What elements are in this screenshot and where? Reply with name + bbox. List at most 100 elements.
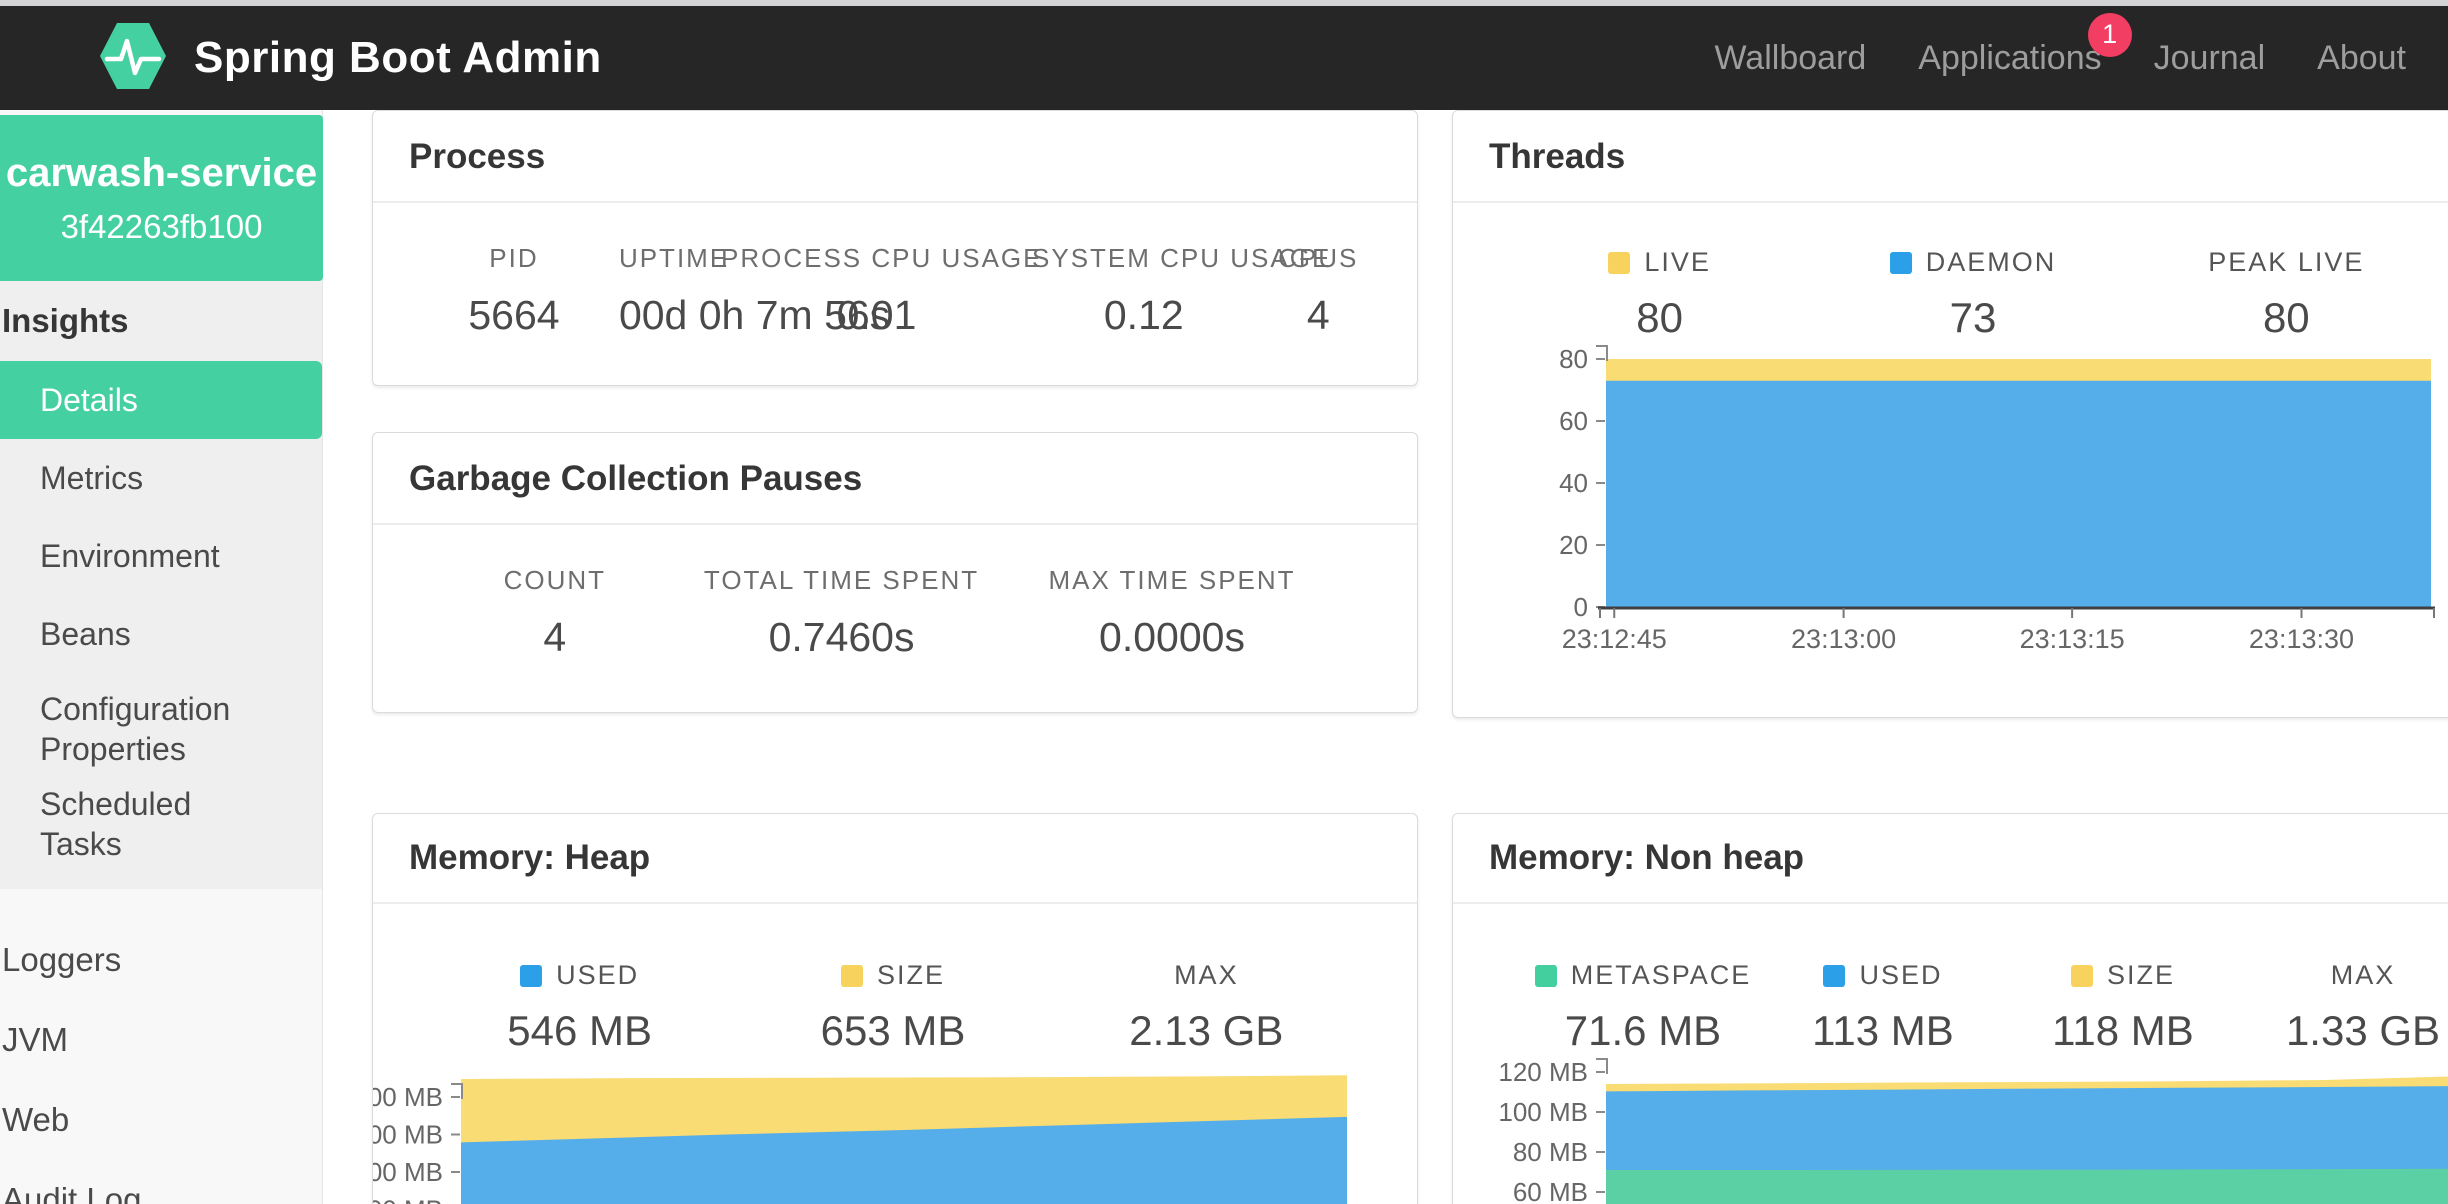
stat-value: 4	[543, 614, 567, 660]
panel-nonheap-title: Memory: Non heap	[1489, 838, 1805, 877]
sidebar-item-environment[interactable]: Environment	[40, 538, 220, 574]
divider	[373, 201, 1417, 203]
legend-swatch-icon	[2070, 964, 2093, 987]
stat-value: 0.0000s	[1099, 614, 1245, 660]
legend-swatch-icon	[1608, 251, 1631, 274]
svg-text:600 MB: 600 MB	[373, 1082, 443, 1112]
legend-label: METASPACE	[1570, 960, 1752, 990]
panel-gc-title: Garbage Collection Pauses	[409, 459, 863, 498]
legend-item-max: MAX 2.13 GB	[1050, 960, 1363, 1055]
instance-header: carwash-service 3f42263fb100	[0, 115, 323, 281]
panel-garbage-collection: Garbage Collection Pauses COUNT TOTAL TIM…	[372, 432, 1418, 713]
nav-link-applications[interactable]: Applications 1	[1918, 12, 2132, 78]
stat-value: 5664	[468, 292, 560, 338]
gc-stats: COUNT TOTAL TIME SPENT MAX TIME SPENT 4 0.74…	[373, 525, 1417, 661]
heap-chart: 600 MB 500 MB 400 MB 300 MB	[373, 1075, 1347, 1204]
sidebar-section-label: Insights	[2, 302, 129, 339]
screen-edge-strip	[0, 0, 2448, 6]
stat-col: MAX TIME SPENT	[1048, 565, 1296, 595]
svg-text:40: 40	[1559, 468, 1588, 498]
legend-item-used: USED 546 MB	[423, 960, 736, 1055]
nonheap-legend: METASPACE 71.6 MB USED 113 MB SIZE 118 MB MAX 1…	[1523, 960, 2448, 1055]
legend-swatch-icon	[1889, 251, 1912, 274]
panel-heap-title: Memory: Heap	[409, 838, 651, 877]
sidebar-root-menu: Loggers JVM Web Audit Log	[0, 920, 322, 1204]
svg-text:60 MB: 60 MB	[1513, 1177, 1588, 1204]
app-title: Spring Boot Admin	[194, 33, 602, 82]
insights-menu: Details Metrics Environment Beans Configurat…	[0, 361, 322, 863]
svg-text:300 MB: 300 MB	[373, 1195, 443, 1204]
sidebar-item-configuration-properties[interactable]: Configuration Properties	[40, 691, 231, 767]
sidebar-item-jvm[interactable]: JVM	[2, 1021, 68, 1058]
legend-swatch-icon	[520, 964, 543, 987]
sidebar-item-web[interactable]: Web	[2, 1101, 70, 1138]
sidebar-item-metrics[interactable]: Metrics	[40, 460, 144, 496]
legend-item-size: SIZE 118 MB	[2003, 960, 2243, 1055]
divider	[1453, 201, 2448, 203]
heap-legend: USED 546 MB SIZE 653 MB MAX 2.13 GB	[423, 960, 1363, 1055]
stat-col: COUNT	[503, 565, 607, 595]
divider	[373, 902, 1417, 904]
spring-boot-admin-logo-icon	[100, 19, 166, 98]
stat-col: CPUS	[1278, 243, 1359, 273]
panel-threads: Threads LIVE 80 DAEMON 73 PEAK LIVE 80 80 60 40…	[1452, 110, 2448, 718]
legend-item-metaspace: METASPACE 71.6 MB	[1523, 960, 1763, 1055]
brand[interactable]: Spring Boot Admin	[100, 19, 602, 98]
legend-item-max: MAX 1.33 GB	[2243, 960, 2448, 1055]
stat-value: 4	[1306, 292, 1330, 338]
legend-value: 113 MB	[1812, 1007, 1954, 1054]
svg-text:400 MB: 400 MB	[373, 1157, 443, 1187]
svg-text:23:12:45: 23:12:45	[1562, 624, 1667, 654]
legend-label: MAX	[1174, 960, 1239, 990]
stat-value: 0.01	[836, 292, 917, 338]
sidebar-item-loggers[interactable]: Loggers	[2, 941, 122, 978]
legend-label: USED	[556, 960, 640, 990]
stat-value: 0.7460s	[768, 614, 915, 660]
legend-label: PEAK LIVE	[2208, 247, 2365, 277]
legend-item-live: LIVE 80	[1503, 247, 1816, 342]
stat-value-row: 5664 00d 0h 7m 56s 0.01 0.12 4	[409, 292, 1381, 339]
legend-swatch-icon	[840, 964, 863, 987]
nav-link-wallboard[interactable]: Wallboard	[1714, 38, 1867, 77]
svg-text:60: 60	[1559, 406, 1588, 436]
process-stats: PID UPTIME PROCESS CPU USAGE SYSTEM CPU USA…	[373, 203, 1417, 339]
svg-text:120 MB: 120 MB	[1498, 1057, 1588, 1087]
svg-text:23:13:30: 23:13:30	[2249, 624, 2354, 654]
legend-label: SIZE	[876, 960, 945, 990]
sidebar-item-details[interactable]: Details	[0, 361, 322, 439]
sidebar-item-audit-log[interactable]: Audit Log	[2, 1181, 142, 1204]
sidebar: carwash-service 3f42263fb100 Insights De…	[0, 110, 323, 1204]
nav-link-journal[interactable]: Journal	[2153, 38, 2266, 77]
instance-id: 3f42263fb100	[60, 207, 263, 245]
divider	[1453, 902, 2448, 904]
stat-value-row: 4 0.7460s 0.0000s	[409, 614, 1381, 661]
svg-text:80 MB: 80 MB	[1513, 1137, 1588, 1167]
legend-label: MAX	[2330, 960, 2396, 990]
legend-label: SIZE	[2106, 960, 2175, 990]
stat-col: PID	[489, 243, 539, 273]
legend-value: 1.33 GB	[2285, 1007, 2441, 1054]
divider	[373, 523, 1417, 525]
legend-label: LIVE	[1644, 247, 1711, 277]
legend-value: 653 MB	[820, 1007, 966, 1054]
nonheap-chart: 120 MB 100 MB 80 MB 60 MB	[1498, 1057, 2448, 1204]
panel-memory-heap: Memory: Heap USED 546 MB SIZE 653 MB MAX 2.13…	[372, 813, 1418, 1204]
sidebar-section-insights: Insights Details Metrics Environment Beans C…	[0, 281, 322, 889]
legend-value: 546 MB	[507, 1007, 653, 1054]
legend-item-size: SIZE 653 MB	[736, 960, 1049, 1055]
applications-badge: 1	[2087, 12, 2132, 57]
legend-swatch-icon	[1823, 964, 1846, 987]
legend-value: 73	[1949, 294, 1997, 341]
svg-text:20: 20	[1559, 530, 1588, 560]
panel-threads-title: Threads	[1489, 137, 1626, 176]
stat-col: PROCESS CPU USAGE	[720, 243, 1043, 273]
nav-link-about[interactable]: About	[2317, 38, 2406, 77]
legend-value: 118 MB	[2052, 1007, 2194, 1054]
panel-process-title: Process	[409, 137, 546, 176]
legend-label: DAEMON	[1925, 247, 2057, 277]
sidebar-item-beans[interactable]: Beans	[40, 616, 131, 652]
svg-text:23:13:00: 23:13:00	[1791, 624, 1896, 654]
sidebar-item-scheduled-tasks[interactable]: Scheduled Tasks	[40, 786, 192, 862]
svg-text:80: 80	[1559, 344, 1588, 374]
